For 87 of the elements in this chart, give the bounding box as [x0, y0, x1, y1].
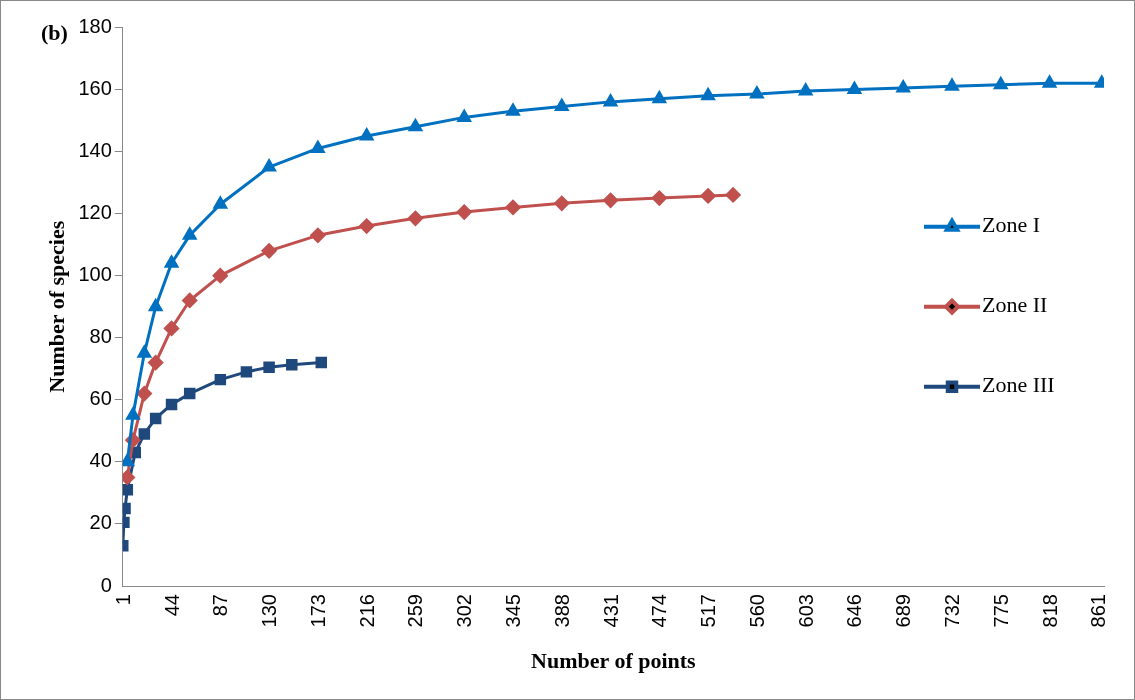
point: [506, 103, 520, 116]
y-tick-label: 60: [89, 387, 112, 410]
legend-label: Zone II: [982, 292, 1048, 318]
y-tick-label: 40: [89, 449, 112, 472]
point: [701, 88, 715, 101]
point: [263, 361, 275, 373]
y-tick-label: 100: [78, 263, 112, 286]
point: [311, 140, 325, 153]
y-tick-label: 180: [78, 14, 112, 37]
x-axis-title: Number of points: [531, 648, 696, 674]
point: [505, 199, 521, 215]
y-tick-label: 80: [89, 325, 112, 348]
point: [262, 159, 276, 172]
chart-title: (b): [41, 19, 68, 45]
x-tick-label: 861: [1087, 594, 1110, 628]
x-tick-label: 388: [550, 594, 573, 628]
x-tick-label: 259: [404, 594, 427, 628]
point: [651, 190, 667, 206]
x-tick-label: 1: [111, 594, 134, 606]
x-tick-label: 216: [355, 594, 378, 628]
x-tick-label: 818: [1038, 594, 1061, 628]
x-tick-label: 732: [940, 594, 963, 628]
point: [847, 81, 862, 94]
point: [359, 218, 375, 234]
x-tick-label: 560: [745, 594, 768, 628]
point: [148, 299, 163, 312]
x-tick-label: 431: [599, 594, 622, 628]
point: [183, 387, 196, 400]
x-tick-label: 173: [306, 594, 329, 628]
x-tick-label: 345: [501, 594, 524, 628]
point: [164, 255, 179, 268]
point: [136, 386, 152, 402]
point: [213, 196, 228, 209]
point: [137, 345, 152, 358]
point: [286, 358, 298, 371]
point: [214, 373, 227, 386]
point: [122, 484, 134, 496]
point: [407, 210, 423, 226]
x-tick-label: 689: [892, 594, 915, 628]
point: [798, 83, 813, 96]
x-tick-label: 44: [160, 594, 183, 617]
point: [315, 356, 328, 369]
point: [359, 128, 374, 141]
point: [138, 428, 151, 440]
point: [164, 320, 180, 336]
x-tick-label: 775: [989, 594, 1012, 628]
point: [182, 292, 198, 308]
point: [212, 268, 228, 284]
y-tick-label: 20: [89, 511, 112, 534]
y-tick-label: 140: [78, 139, 112, 162]
x-tick-label: 646: [843, 594, 866, 628]
y-tick-label: 0: [100, 573, 112, 596]
point: [456, 204, 472, 220]
point: [310, 227, 326, 243]
point: [750, 86, 764, 99]
x-tick-label: 603: [794, 594, 817, 628]
point: [652, 91, 667, 104]
point: [994, 77, 1008, 90]
legend-label: Zone I: [982, 212, 1041, 238]
x-tick-label: 87: [209, 594, 232, 617]
point: [122, 454, 134, 467]
point: [603, 94, 618, 107]
point: [165, 398, 178, 411]
x-tick-label: 130: [258, 594, 281, 628]
legend-label: Zone III: [982, 372, 1055, 398]
x-tick-label: 517: [697, 594, 720, 628]
point: [457, 109, 471, 122]
y-axis-title: Number of species: [43, 220, 69, 393]
point: [945, 78, 959, 91]
x-tick-label: 474: [648, 594, 671, 628]
point: [603, 192, 619, 208]
point: [126, 407, 140, 420]
x-tick-label: 302: [453, 594, 476, 628]
point: [1042, 75, 1057, 88]
point: [700, 188, 716, 204]
point: [555, 99, 569, 112]
point: [149, 412, 162, 425]
point: [148, 355, 164, 371]
point: [725, 187, 741, 203]
point: [554, 195, 570, 211]
point: [408, 119, 423, 132]
point: [896, 80, 910, 93]
point: [240, 366, 253, 378]
y-tick-label: 120: [78, 201, 112, 224]
y-tick-label: 160: [78, 76, 112, 99]
point: [183, 227, 197, 240]
point: [261, 243, 277, 259]
